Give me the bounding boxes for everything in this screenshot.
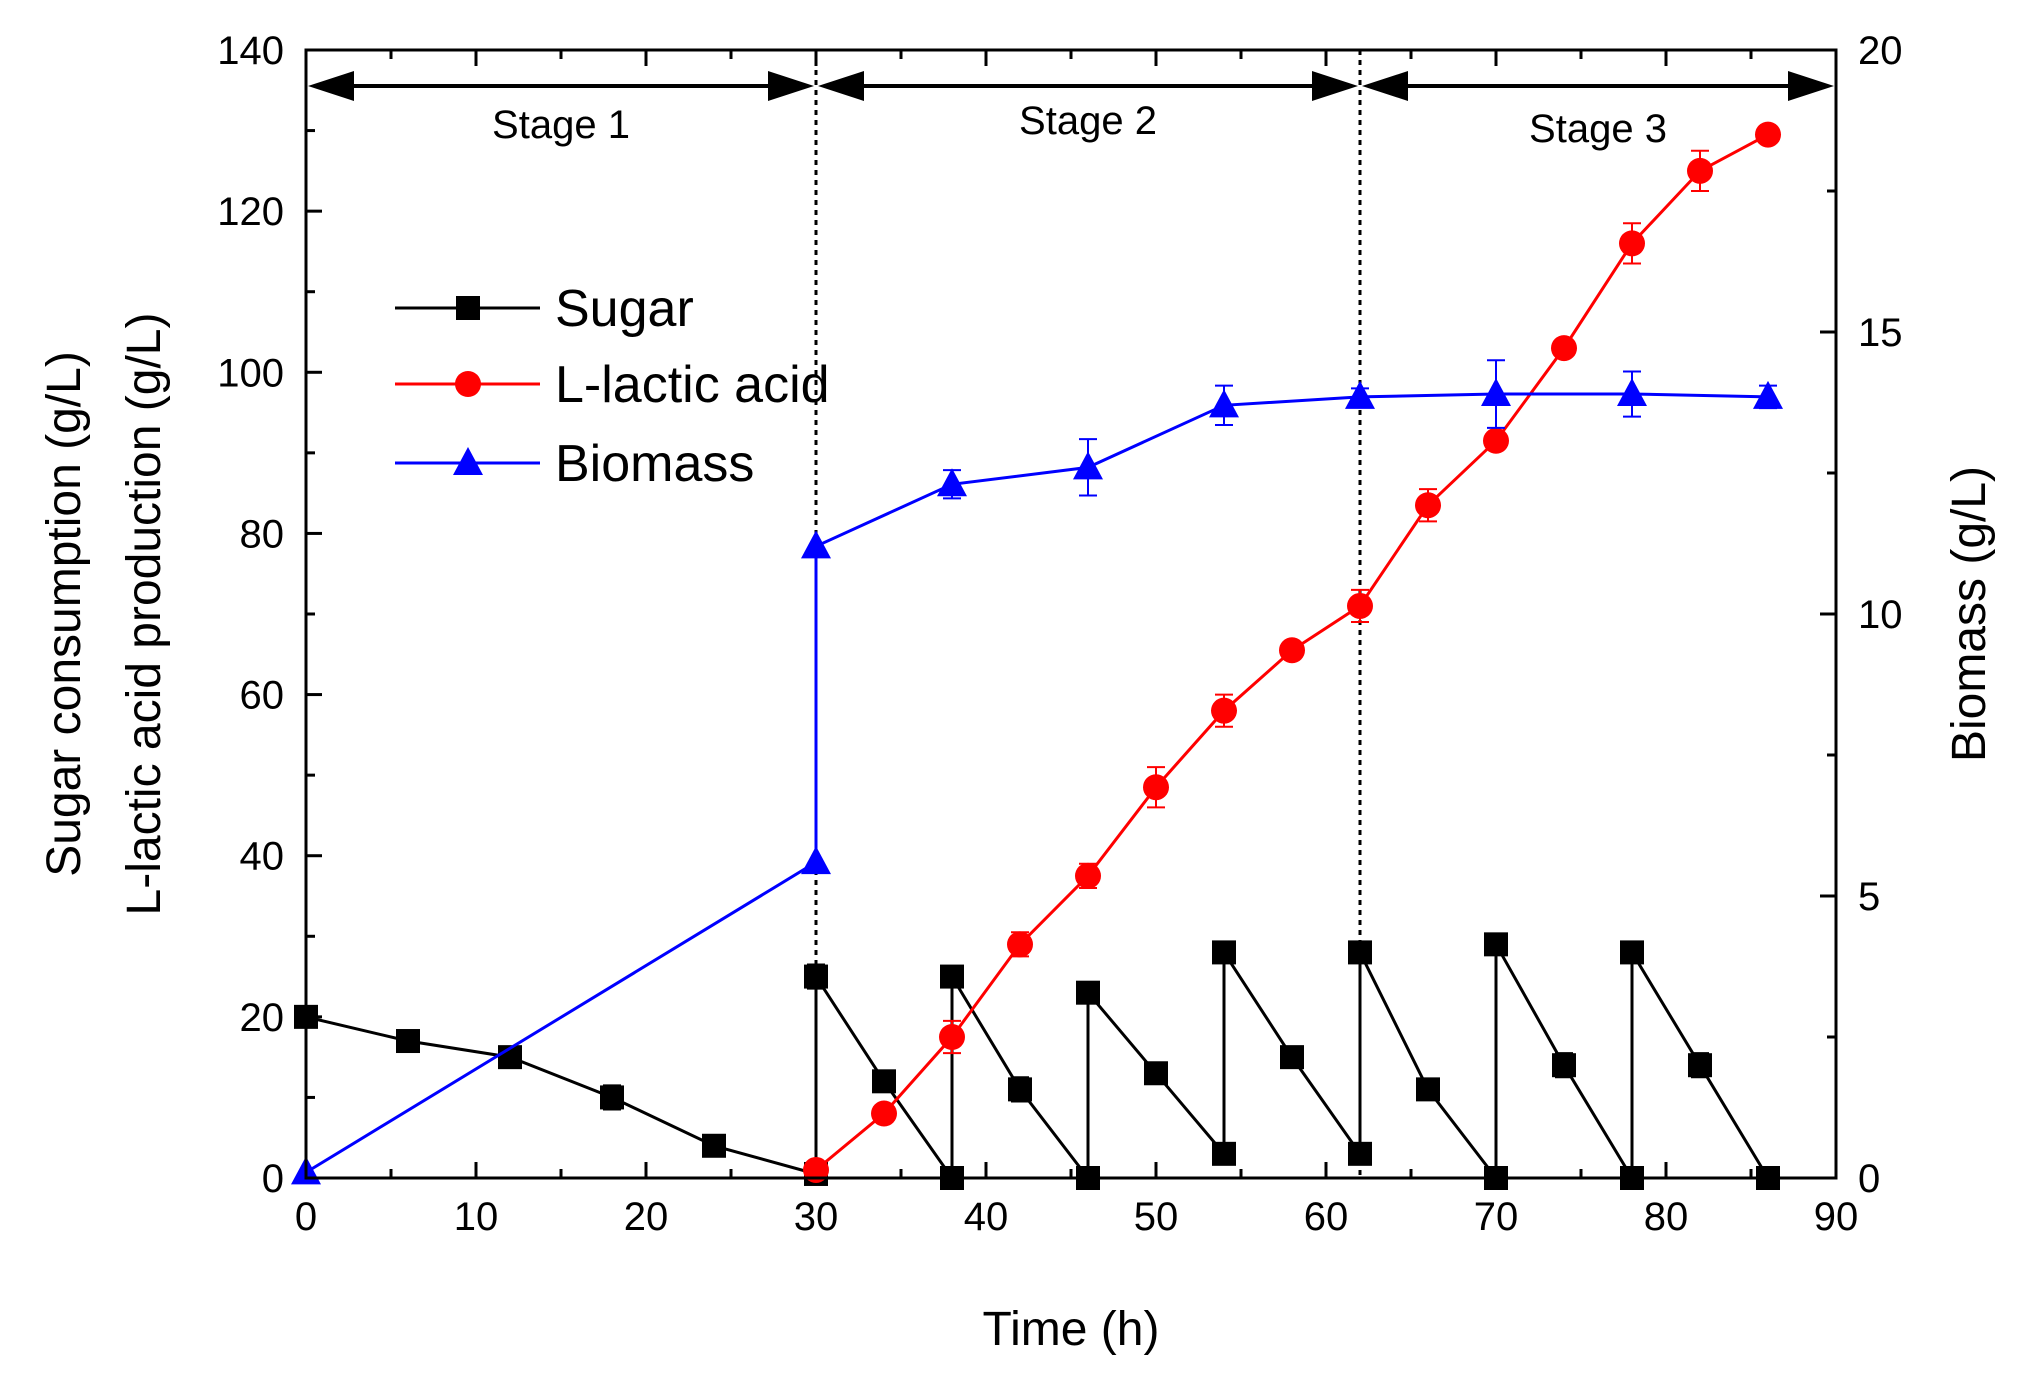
sugar-point bbox=[872, 1069, 896, 1094]
x-tick-label: 50 bbox=[1134, 1195, 1179, 1239]
sugar-point bbox=[1008, 1077, 1032, 1102]
sugar-point bbox=[1484, 932, 1508, 957]
sugar-point bbox=[1416, 1077, 1440, 1102]
sugar-point bbox=[1212, 1141, 1236, 1166]
l-lactic-acid-point bbox=[939, 1024, 965, 1050]
biomass-point bbox=[1481, 378, 1511, 407]
y-left-tick-label: 100 bbox=[217, 351, 284, 395]
sugar-point bbox=[1348, 940, 1372, 965]
stage-label: Stage 2 bbox=[1019, 99, 1157, 143]
plot-frame bbox=[304, 48, 1838, 1180]
sugar-point bbox=[1552, 1053, 1576, 1078]
stage-label: Stage 1 bbox=[492, 103, 630, 147]
stage-arrowhead-left bbox=[1362, 71, 1408, 101]
legend-marker-l-lactic-acid bbox=[455, 371, 481, 397]
sugar-point bbox=[702, 1133, 726, 1158]
y-left-axis-title-line1: Sugar consumption (g/L) bbox=[38, 351, 91, 877]
x-tick-label: 70 bbox=[1474, 1195, 1519, 1239]
x-axis-title: Time (h) bbox=[983, 1303, 1160, 1356]
sugar-point bbox=[1212, 940, 1236, 965]
sugar-point bbox=[804, 964, 828, 989]
y-left-tick-label: 0 bbox=[262, 1157, 284, 1201]
l-lactic-acid-point bbox=[803, 1156, 829, 1183]
l-lactic-acid-point bbox=[1619, 230, 1645, 257]
l-lactic-acid-point bbox=[1483, 427, 1509, 454]
y-right-tick-label: 20 bbox=[1858, 29, 1903, 73]
y-left-tick-label: 80 bbox=[240, 512, 285, 556]
l-lactic-acid-point bbox=[1415, 492, 1441, 519]
l-lactic-acid-point bbox=[1143, 774, 1169, 801]
y-right-tick-label: 10 bbox=[1858, 593, 1903, 637]
l-lactic-acid-point bbox=[1007, 931, 1033, 958]
sugar-point bbox=[396, 1029, 420, 1054]
stage-arrowhead-left bbox=[308, 71, 354, 101]
biomass-point bbox=[801, 530, 831, 559]
stage-annotations-group: Stage 1 Stage 2 Stage 3 bbox=[308, 71, 1834, 151]
sugar-point bbox=[600, 1085, 624, 1110]
biomass-point bbox=[801, 846, 831, 875]
sugar-point bbox=[1076, 980, 1100, 1005]
l-lactic-acid-point bbox=[871, 1100, 897, 1127]
stage-label: Stage 3 bbox=[1529, 107, 1667, 151]
x-tick-label: 20 bbox=[624, 1195, 669, 1239]
biomass-point bbox=[1617, 378, 1647, 407]
y-left-tick-label: 140 bbox=[217, 29, 284, 73]
y-right-tick-label: 0 bbox=[1858, 1157, 1880, 1201]
legend: Sugar L-lactic acid Biomass bbox=[395, 280, 830, 493]
legend-marker-biomass bbox=[453, 447, 483, 475]
biomass-point bbox=[1073, 451, 1103, 480]
y-left-tick-label: 20 bbox=[240, 996, 285, 1040]
l-lactic-acid-point bbox=[1279, 637, 1305, 664]
x-tick-label: 80 bbox=[1644, 1195, 1689, 1239]
l-lactic-acid-point bbox=[1211, 697, 1237, 724]
sugar-point bbox=[1280, 1045, 1304, 1070]
y-left-tick-label: 60 bbox=[240, 674, 285, 718]
stage-arrowhead-right bbox=[1788, 71, 1834, 101]
l-lactic-acid-point bbox=[1347, 592, 1373, 619]
y-left-tick-label: 40 bbox=[240, 835, 285, 879]
stage-arrowhead-right bbox=[1312, 71, 1358, 101]
biomass-point bbox=[1209, 389, 1239, 418]
stage-arrowhead-right bbox=[768, 71, 814, 101]
x-tick-label: 40 bbox=[964, 1195, 1009, 1239]
x-tick-label: 30 bbox=[794, 1195, 839, 1239]
biomass-point bbox=[1753, 380, 1783, 409]
sugar-point bbox=[1688, 1053, 1712, 1078]
l-lactic-acid-point bbox=[1075, 862, 1101, 889]
sugar-point bbox=[1620, 940, 1644, 965]
legend-label-sugar: Sugar bbox=[555, 280, 694, 338]
y-right-axis-title: Biomass (g/L) bbox=[1943, 466, 1996, 762]
legend-label-biomass: Biomass bbox=[555, 435, 754, 493]
x-tick-label: 60 bbox=[1304, 1195, 1349, 1239]
x-tick-label: 0 bbox=[295, 1195, 317, 1239]
l-lactic-acid-point bbox=[1687, 157, 1713, 184]
x-tick-label: 90 bbox=[1814, 1195, 1859, 1239]
legend-label-l-lactic-acid: L-lactic acid bbox=[555, 356, 830, 414]
biomass-point bbox=[1345, 380, 1375, 409]
biomass-series-line bbox=[305, 392, 1769, 1174]
x-tick-label: 10 bbox=[454, 1195, 499, 1239]
l-lactic-acid-point bbox=[1755, 121, 1781, 148]
y-left-axis-title-line2: L-lactic acid production (g/L) bbox=[118, 313, 171, 916]
y-right-tick-label: 5 bbox=[1858, 875, 1880, 919]
series-group bbox=[291, 121, 1783, 1190]
y-right-tick-label: 15 bbox=[1858, 311, 1903, 355]
sugar-point bbox=[1348, 1141, 1372, 1166]
l-lactic-acid-point bbox=[1551, 335, 1577, 362]
biomass-point bbox=[937, 468, 967, 497]
sugar-point bbox=[940, 964, 964, 989]
legend-marker-sugar bbox=[456, 296, 480, 320]
sugar-point bbox=[1144, 1061, 1168, 1086]
stage-arrowhead-left bbox=[818, 71, 864, 101]
y-left-tick-label: 120 bbox=[217, 190, 284, 234]
